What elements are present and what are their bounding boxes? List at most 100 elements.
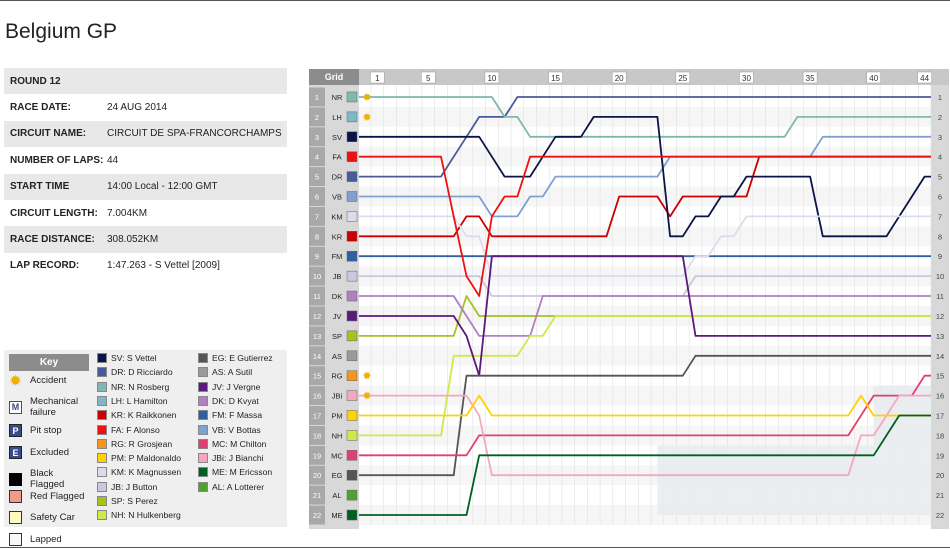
driver-legend-item: DK: D Kvyat	[198, 395, 259, 406]
driver-legend-item: KM: K Magnussen	[97, 467, 182, 478]
position-cell	[309, 127, 325, 147]
position-cell	[309, 485, 325, 505]
grid-driver-swatch	[346, 370, 358, 381]
series-line-jv	[359, 255, 931, 377]
row-band	[359, 385, 931, 406]
driver-legend-item: JV: J Vergne	[198, 381, 261, 392]
driver-legend-item: EG: E Gutierrez	[198, 353, 273, 363]
info-value: CIRCUIT DE SPA-FRANCORCHAMPS	[107, 128, 282, 140]
position-cell	[309, 246, 325, 266]
lap-tick-box	[370, 71, 385, 84]
driver-label: DR: D Ricciardo	[111, 367, 173, 378]
driver-label: JV: J Vergne	[212, 381, 261, 392]
info-value: 308.052KM	[107, 234, 159, 246]
finish-position-label: 14	[936, 352, 944, 361]
grid-driver-code: FM	[332, 252, 343, 261]
driver-label: LH: L Hamilton	[111, 395, 168, 406]
lap-chart: Grid 1 5 10 15 20 25 30 35 40 441 12 23 34 45 56 67 78 89 9…	[309, 69, 949, 529]
key-item: Black Flagged	[9, 468, 90, 490]
finish-position-label: 20	[936, 471, 944, 480]
key-item: ✹ Accident	[9, 373, 66, 388]
finish-position-label: 11	[936, 292, 944, 301]
finish-position-label: 8	[938, 232, 942, 241]
position-cell	[309, 226, 325, 246]
position-cell	[309, 147, 325, 167]
position-label: 5	[315, 173, 319, 182]
info-label: ROUND 12	[10, 75, 61, 87]
driver-label: JB: J Button	[111, 481, 158, 492]
info-value: 44	[107, 154, 119, 166]
driver-legend-item: PM: P Maldonaldo	[97, 453, 181, 464]
driver-label: NH: N Hulkenberg	[111, 510, 181, 521]
grid-driver-swatch	[346, 450, 358, 461]
driver-legend-item: KR: K Raikkonen	[97, 410, 176, 421]
driver-swatch	[97, 381, 107, 392]
driver-label: RG: R Grosjean	[111, 438, 173, 449]
position-label: 14	[313, 352, 321, 361]
finish-position-label: 15	[936, 372, 944, 381]
series-line-sv	[359, 116, 931, 238]
finish-position-label: 3	[938, 133, 942, 142]
finish-position-label: 21	[936, 491, 944, 500]
position-cell	[309, 406, 325, 425]
accident-icon: ✹	[362, 91, 371, 104]
key-label: Safety Car	[30, 512, 75, 523]
safety-car-icon	[9, 511, 22, 524]
position-cell	[309, 306, 325, 326]
info-value: 24 AUG 2014	[107, 102, 168, 114]
key-label: Pit stop	[30, 425, 62, 436]
driver-legend-item: FA: F Alonso	[97, 424, 160, 435]
driver-swatch	[97, 496, 107, 506]
driver-legend-item: SP: S Perez	[97, 496, 158, 506]
finish-position-label: 12	[936, 312, 944, 321]
driver-legend-item: SV: S Vettel	[97, 353, 157, 363]
driver-legend-item: AL: A Lotterer	[198, 481, 265, 492]
finish-position-label: 10	[936, 272, 944, 281]
key-item: Lapped	[9, 533, 62, 546]
grid-driver-swatch	[346, 390, 358, 401]
driver-swatch	[198, 424, 208, 435]
series-line-pm	[359, 394, 931, 417]
driver-swatch	[97, 424, 107, 435]
grid-driver-swatch	[346, 310, 358, 322]
key-item: Red Flagged	[9, 490, 84, 503]
position-label: 11	[313, 292, 321, 301]
finish-position-label: 4	[938, 153, 942, 162]
driver-swatch	[198, 453, 208, 464]
grid-header-bg	[309, 69, 359, 85]
finish-position-label: 6	[938, 193, 942, 202]
lap-tick-label: 1	[375, 74, 380, 83]
position-cell	[309, 445, 325, 465]
lapped-icon	[9, 533, 22, 546]
grid-driver-swatch	[346, 270, 358, 282]
info-value: 7.004KM	[107, 207, 148, 219]
row-band	[359, 345, 931, 366]
info-label: RACE DATE:	[10, 102, 71, 114]
position-label: 10	[313, 272, 321, 281]
grid-driver-swatch	[346, 469, 358, 481]
driver-legend-item: LH: L Hamilton	[97, 395, 168, 406]
key-item: E Excluded	[9, 446, 69, 459]
grid-driver-swatch	[346, 91, 358, 103]
driver-legend-item: FM: F Massa	[198, 410, 262, 421]
series-line-eg	[359, 354, 931, 477]
position-cell	[309, 425, 325, 445]
driver-label: JBi: J Bianchi	[212, 453, 264, 464]
driver-label: AL: A Lotterer	[212, 481, 265, 492]
grid-driver-swatch	[346, 111, 358, 123]
position-label: 17	[313, 412, 321, 421]
series-line-km	[359, 215, 931, 277]
grid-driver-swatch	[346, 191, 358, 202]
grid-driver-code: KM	[331, 212, 342, 221]
grid-driver-swatch	[346, 410, 358, 421]
finish-position-label: 22	[936, 511, 944, 520]
position-label: 22	[313, 511, 321, 520]
position-label: 7	[315, 212, 319, 221]
driver-swatch	[97, 367, 107, 378]
bottom-rule	[0, 547, 950, 548]
series-line-dk	[359, 295, 931, 337]
position-label: 18	[313, 431, 321, 440]
grid-driver-swatch	[346, 151, 358, 162]
driver-label: KM: K Magnussen	[111, 467, 182, 478]
driver-legend-item: JBi: J Bianchi	[198, 453, 264, 464]
